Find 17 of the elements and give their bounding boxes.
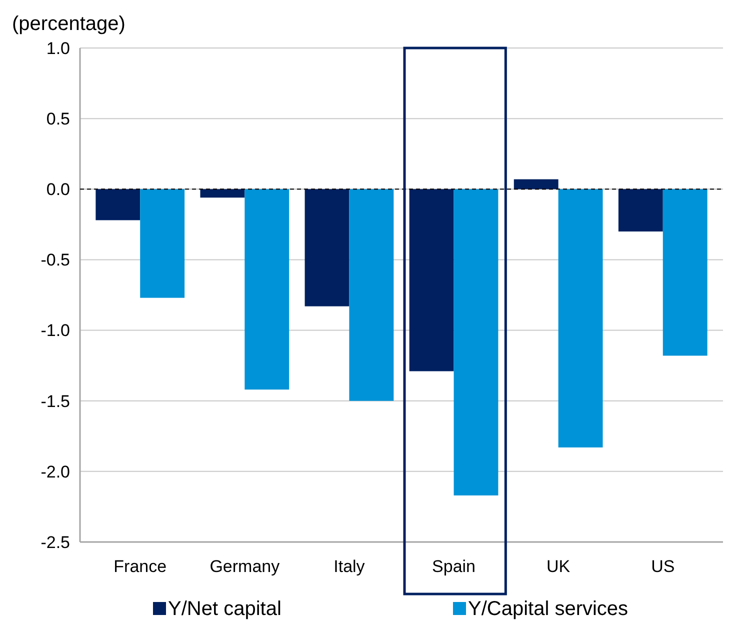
y-tick-label: -2.0 [40, 462, 70, 482]
y-tick-label: -0.5 [40, 250, 70, 270]
x-tick-label: Italy [334, 557, 366, 576]
x-tick-label: US [651, 557, 675, 576]
legend-label: Y/Net capital [168, 598, 282, 620]
x-tick-label: Spain [432, 557, 476, 576]
y-tick-label: 1.0 [46, 38, 70, 58]
y-tick-label: -1.0 [40, 321, 70, 340]
x-tick-label: UK [546, 557, 571, 576]
legend-label: Y/Capital services [468, 598, 628, 620]
x-tick-label: Germany [210, 557, 280, 576]
x-tick-label: France [114, 557, 167, 576]
y-tick-label: -1.5 [40, 392, 70, 411]
y-tick-label: 0.0 [46, 180, 70, 200]
y-tick-label: 0.5 [46, 110, 70, 129]
y-tick-label: -2.5 [40, 532, 70, 552]
y-axis-title: (percentage) [12, 13, 126, 35]
